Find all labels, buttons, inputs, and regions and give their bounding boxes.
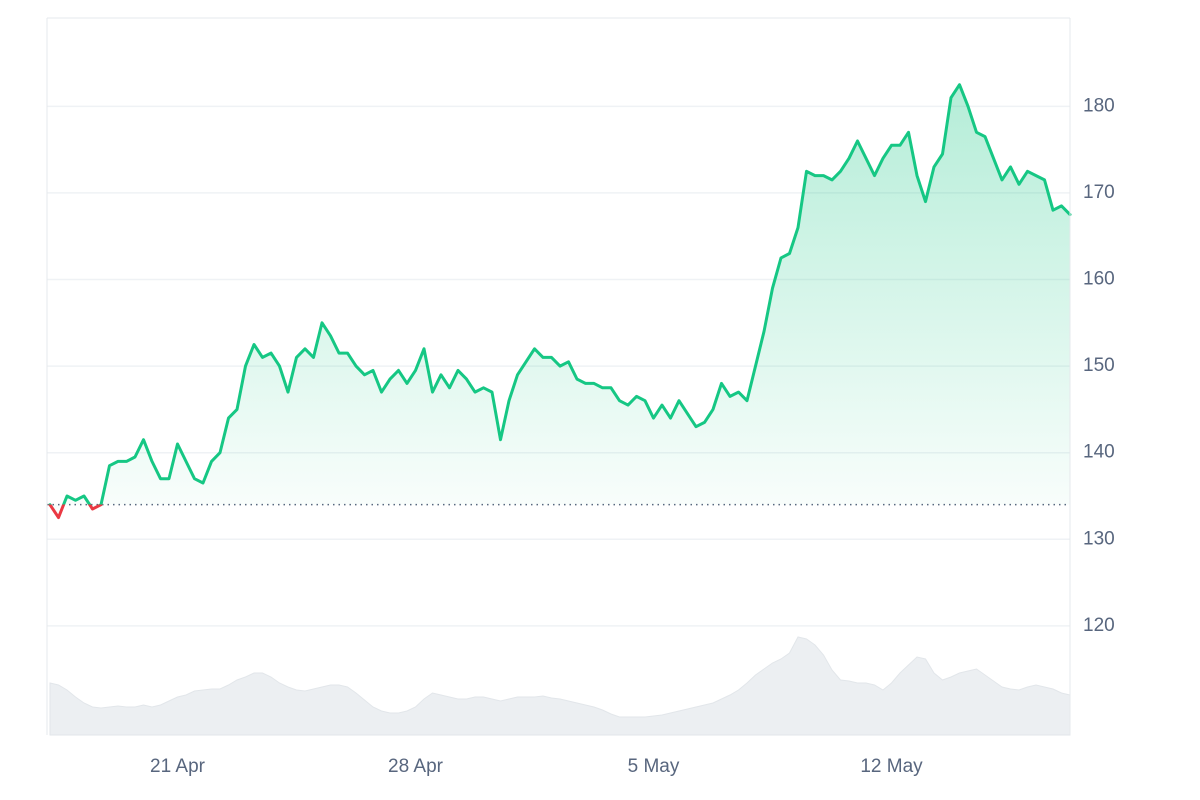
price-line: [48, 83, 1072, 520]
y-tick-label: 160: [1083, 269, 1115, 290]
x-tick-label: 12 May: [860, 756, 923, 777]
price-area: [50, 84, 1070, 518]
y-tick-label: 130: [1083, 528, 1115, 549]
y-tick-label: 170: [1083, 182, 1115, 203]
y-tick-label: 140: [1083, 442, 1115, 463]
x-tick-label: 5 May: [628, 756, 680, 777]
volume-area: [49, 636, 1071, 736]
y-tick-label: 180: [1083, 95, 1115, 116]
x-tick-label: 21 Apr: [150, 756, 206, 777]
x-tick-label: 28 Apr: [388, 756, 444, 777]
y-tick-label: 150: [1083, 355, 1115, 376]
y-tick-label: 120: [1083, 615, 1115, 636]
